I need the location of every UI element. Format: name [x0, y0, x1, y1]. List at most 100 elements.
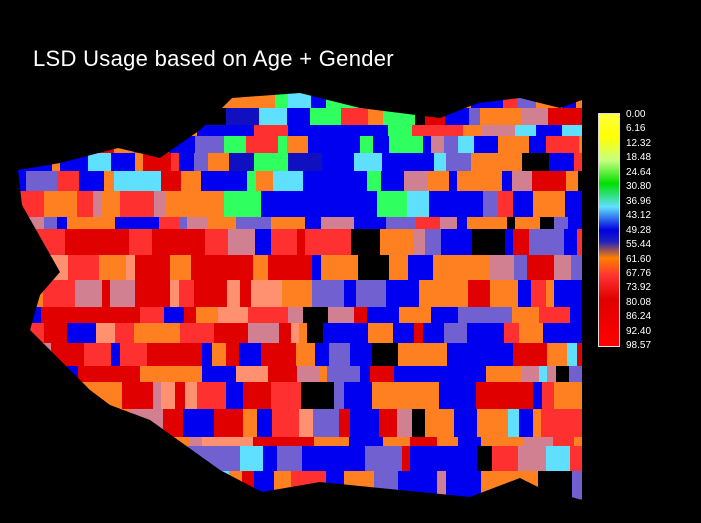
map-region — [18, 255, 39, 281]
map-region — [160, 446, 186, 472]
map-region — [331, 125, 364, 137]
map-region — [504, 323, 520, 344]
map-region — [121, 229, 130, 256]
map-region — [389, 255, 409, 281]
map-region — [466, 255, 481, 281]
legend-label: 67.76 — [626, 267, 652, 279]
map-region — [41, 307, 56, 324]
map-region — [102, 191, 121, 218]
map-region — [67, 323, 97, 344]
map-region — [367, 307, 376, 324]
map-region — [75, 446, 89, 472]
map-region — [301, 382, 335, 410]
legend-colorbar — [598, 113, 620, 347]
map-region — [380, 229, 414, 256]
map-region — [334, 136, 361, 154]
map-region — [522, 153, 550, 172]
map-region — [268, 255, 286, 281]
map-region — [548, 108, 575, 126]
map-region — [97, 409, 121, 438]
map-region — [322, 153, 342, 172]
map-region — [485, 343, 514, 367]
map-region — [209, 255, 228, 281]
map-region — [150, 471, 159, 500]
map-region — [287, 108, 311, 126]
map-region — [327, 108, 342, 126]
map-region — [135, 280, 171, 308]
map-region — [372, 382, 385, 410]
map-region — [453, 366, 487, 383]
map-region — [519, 409, 534, 438]
map-region — [42, 499, 64, 500]
map-region — [60, 153, 89, 172]
map-region — [191, 255, 210, 281]
map-region — [180, 343, 203, 367]
map-region — [73, 229, 87, 256]
map-region — [274, 471, 283, 500]
map-region — [86, 229, 122, 256]
legend-label: 92.40 — [626, 325, 652, 337]
map-region — [88, 446, 122, 472]
map-region — [374, 471, 399, 500]
map-region — [199, 499, 214, 500]
map-region — [213, 446, 222, 472]
map-region — [490, 280, 508, 308]
map-region — [109, 471, 119, 500]
map-region — [480, 255, 490, 281]
map-region — [313, 409, 340, 438]
map-region — [208, 153, 230, 172]
map-region — [79, 171, 105, 192]
map-region — [341, 153, 355, 172]
map-region — [554, 382, 565, 410]
map-region — [350, 343, 373, 367]
map-region — [463, 125, 483, 137]
map-region — [447, 307, 459, 324]
map-region — [44, 323, 68, 344]
map-region — [438, 446, 464, 472]
map-region — [533, 191, 566, 218]
map-region — [334, 382, 345, 410]
map-region — [273, 171, 304, 192]
map-region — [555, 499, 564, 500]
map-region — [57, 171, 80, 192]
map-region — [430, 125, 464, 137]
map-region — [131, 446, 161, 472]
map-region — [18, 437, 31, 447]
map-region — [570, 446, 582, 472]
map-region — [25, 229, 34, 256]
map-region — [271, 217, 306, 230]
map-region — [358, 471, 375, 500]
map-region — [440, 217, 458, 230]
map-region — [138, 125, 150, 137]
map-region — [439, 343, 448, 367]
map-region — [154, 191, 167, 218]
map-region — [576, 93, 582, 109]
map-region — [543, 323, 578, 344]
map-region — [226, 382, 244, 410]
map-region — [123, 217, 152, 230]
map-region — [229, 471, 243, 500]
map-region — [28, 323, 45, 344]
map-region — [312, 280, 335, 308]
map-region — [66, 136, 90, 154]
map-region — [505, 229, 514, 256]
map-region — [202, 343, 213, 367]
map-region — [391, 108, 416, 126]
map-region — [533, 409, 542, 438]
map-region — [421, 93, 439, 109]
map-region — [413, 229, 426, 256]
map-region — [183, 409, 215, 438]
map-region — [135, 255, 171, 281]
map-region — [89, 136, 115, 154]
map-region — [170, 255, 192, 281]
map-region — [75, 125, 85, 137]
legend-label: 24.64 — [626, 166, 652, 178]
map-region — [197, 382, 227, 410]
map-region — [375, 93, 393, 109]
map-region — [344, 280, 357, 308]
map-region — [307, 323, 324, 344]
map-region — [56, 471, 72, 500]
map-region — [314, 437, 350, 447]
map-region — [194, 280, 228, 308]
map-region — [454, 409, 478, 438]
